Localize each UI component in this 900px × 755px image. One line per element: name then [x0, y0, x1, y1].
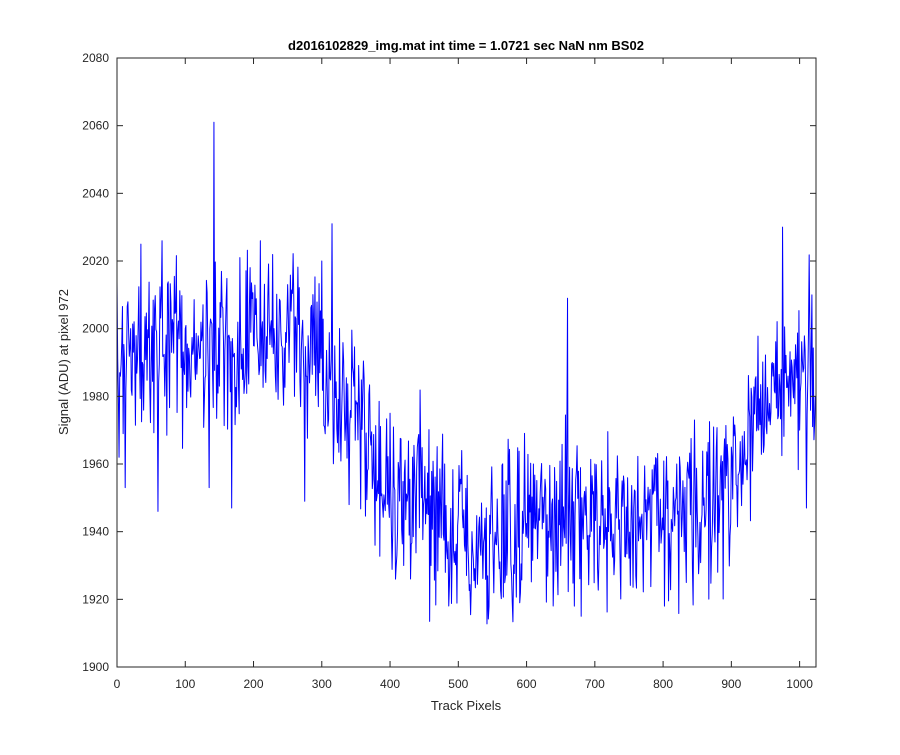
y-tick-label: 1940: [82, 525, 109, 539]
y-tick-label: 1960: [82, 457, 109, 471]
y-tick-label: 2000: [82, 322, 109, 336]
trace-layer: [116, 121, 816, 625]
y-tick-label: 2040: [82, 186, 109, 200]
x-tick-label: 1000: [786, 677, 813, 691]
chart-title: d2016102829_img.mat int time = 1.0721 se…: [288, 38, 644, 53]
tick-layer: 0 100 200 300 400 500 600 700 800 900 1000 1900 1920…: [82, 51, 816, 691]
x-tick-label: 0: [114, 677, 121, 691]
x-tick-label: 800: [653, 677, 673, 691]
x-tick-label: 300: [312, 677, 332, 691]
plot-area-border: [116, 57, 817, 668]
y-tick-label: 1920: [82, 592, 109, 606]
y-tick-label: 2020: [82, 254, 109, 268]
x-tick-label: 900: [721, 677, 741, 691]
x-tick-label: 400: [380, 677, 400, 691]
y-tick-label: 1900: [82, 660, 109, 674]
y-tick-label: 2060: [82, 119, 109, 133]
y-tick-label: 2080: [82, 51, 109, 65]
x-axis-title: Track Pixels: [431, 698, 502, 713]
x-tick-label: 500: [448, 677, 468, 691]
y-axis-title: Signal (ADU) at pixel 972: [56, 289, 71, 435]
y-tick-label: 1980: [82, 389, 109, 403]
x-tick-label: 100: [175, 677, 195, 691]
signal-series-line: [116, 121, 816, 625]
x-tick-label: 600: [517, 677, 537, 691]
x-tick-label: 200: [244, 677, 264, 691]
x-tick-label: 700: [585, 677, 605, 691]
